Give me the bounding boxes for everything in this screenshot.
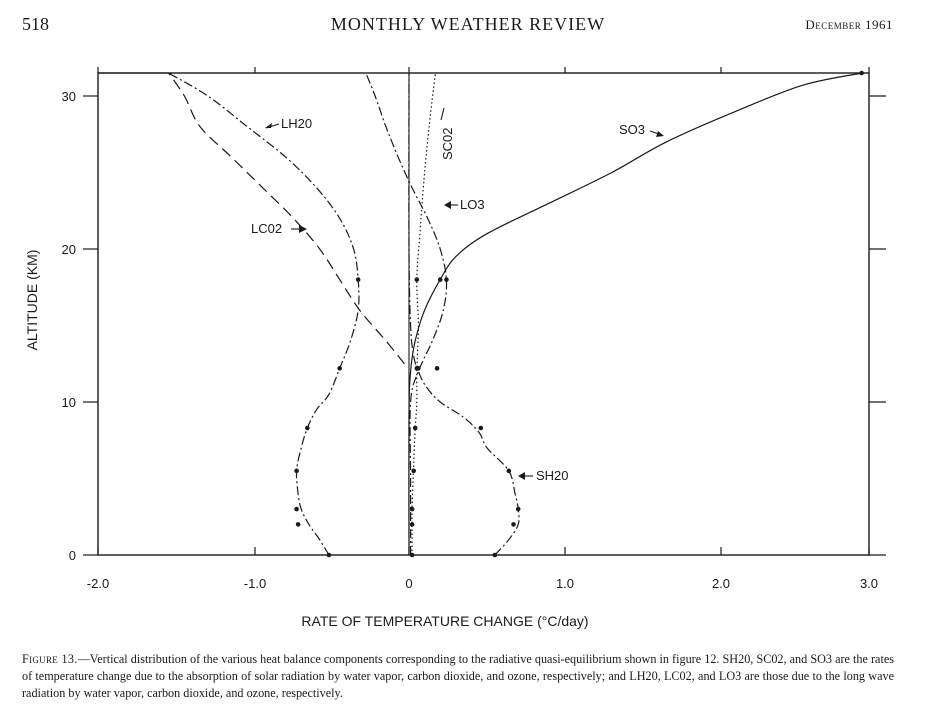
journal-title: MONTHLY WEATHER REVIEW	[330, 14, 606, 34]
issue-date: December 1961	[805, 17, 893, 32]
series-sh20-point	[506, 468, 512, 474]
series-lh20-line	[168, 72, 360, 556]
series-so3-point	[859, 70, 864, 76]
series-sc02-point	[412, 425, 418, 431]
x-axis-ticks: -2.0 -1.0 0 1.0 2.0 3.0	[87, 67, 878, 591]
series-sc02-point	[411, 468, 416, 474]
y-axis-title: ALTITUDE (KM)	[24, 250, 40, 351]
series-lh20-point	[326, 552, 332, 558]
series-sc02-line	[411, 73, 437, 556]
x-tick-label: 3.0	[860, 576, 878, 591]
arrowhead-lc02	[299, 225, 307, 233]
series-layer	[98, 70, 864, 558]
series-lh20-point	[294, 506, 299, 512]
x-axis-title: RATE OF TEMPERATURE CHANGE (°C/day)	[301, 613, 588, 629]
altitude-heating-chart: -2.0 -1.0 0 1.0 2.0 3.0 0 10 20 30 LH20 LC02 SC0…	[24, 67, 886, 629]
plot-frame	[97, 72, 870, 556]
series-sh20-point	[492, 552, 498, 558]
caption-label: Figure 13.	[22, 652, 78, 666]
series-lh20-point	[305, 425, 310, 431]
y-axis-ticks: 0 10 20 30	[62, 89, 886, 563]
series-lh20-point	[337, 366, 343, 371]
series-lo3-point	[416, 366, 421, 371]
series-lo3-line	[365, 72, 448, 555]
x-tick-label: 0	[405, 576, 412, 591]
x-tick-label: -1.0	[244, 576, 266, 591]
annotation-layer: LH20 LC02 SC02 LO3 SO3 SH20	[251, 107, 664, 483]
series-sh20-point	[478, 425, 484, 431]
y-tick-label: 30	[62, 89, 76, 104]
label-sc02: SC02	[440, 127, 455, 160]
series-so3-point	[437, 277, 443, 282]
label-lh20: LH20	[281, 116, 312, 131]
series-lc02-line	[168, 72, 405, 365]
label-lo3: LO3	[460, 197, 485, 212]
series-lh20-point	[355, 277, 361, 282]
label-sh20: SH20	[536, 468, 569, 483]
series-sh20-point	[511, 522, 516, 527]
series-sh20-line	[408, 73, 520, 556]
figure-caption: Figure 13.—Vertical distribution of the …	[22, 651, 894, 702]
series-sh20-point	[515, 506, 521, 512]
series-lo3-point	[444, 277, 449, 282]
arrowhead-lh20	[265, 123, 272, 128]
series-lh20-point	[295, 522, 301, 527]
label-lc02: LC02	[251, 221, 282, 236]
arrowhead-sh20	[518, 472, 525, 480]
page-number: 518	[22, 14, 49, 34]
x-tick-label: -2.0	[87, 576, 109, 591]
y-tick-label: 0	[69, 548, 76, 563]
y-tick-label: 10	[62, 395, 76, 410]
series-so3-line	[408, 72, 862, 556]
x-tick-label: 2.0	[712, 576, 730, 591]
x-tick-label: 1.0	[556, 576, 574, 591]
series-sh20-point	[434, 366, 440, 371]
label-so3: SO3	[619, 122, 645, 137]
arrowhead-lo3	[444, 201, 451, 209]
series-sc02-point	[414, 277, 420, 282]
y-tick-label: 20	[62, 242, 76, 257]
caption-text: —Vertical distribution of the various he…	[22, 652, 894, 700]
arrow-sc02	[440, 107, 445, 121]
series-lh20-point	[294, 468, 299, 474]
arrowhead-so3	[656, 131, 664, 137]
